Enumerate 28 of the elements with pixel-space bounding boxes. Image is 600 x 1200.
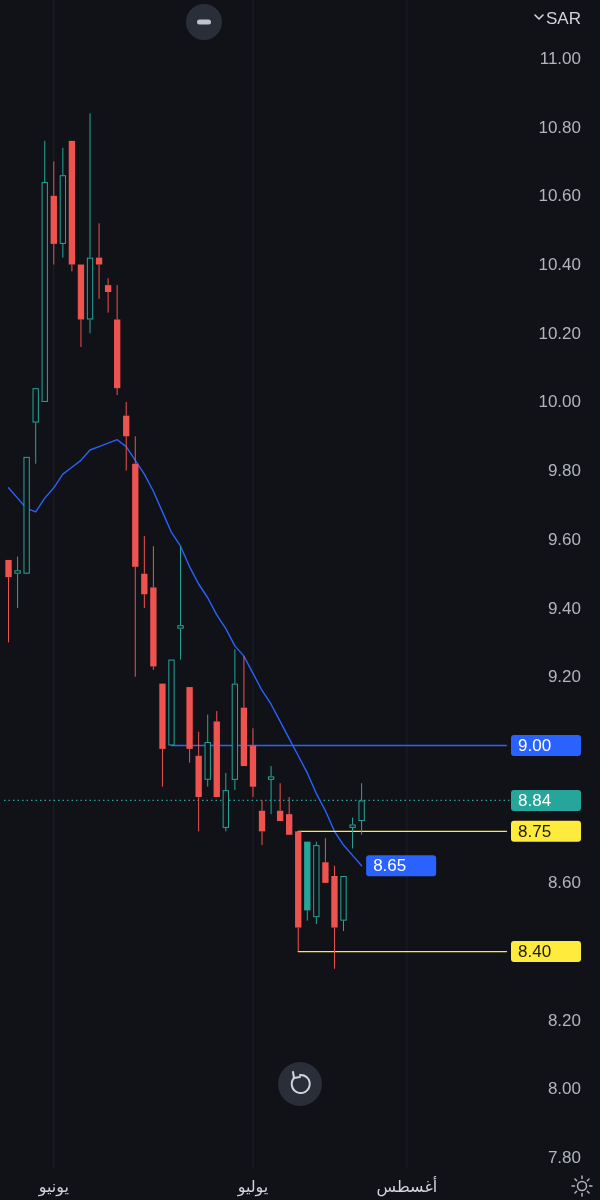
- y-tick-label: 10.40: [538, 255, 581, 274]
- price-label: 8.40: [511, 941, 581, 963]
- y-tick-label: 10.20: [538, 323, 581, 343]
- price-label: 9.00: [511, 734, 581, 756]
- y-tick-label: 9.20: [547, 667, 581, 687]
- ref-line-label: 8.84: [518, 790, 552, 810]
- y-tick-label: 8.00: [547, 1079, 581, 1099]
- y-tick-label: 7.80: [547, 1148, 581, 1168]
- price-label: 8.75: [511, 820, 581, 842]
- y-tick-label: 8.60: [547, 873, 581, 893]
- y-tick-label: 11.00: [539, 48, 581, 68]
- y-tick-label: 9.80: [547, 461, 581, 481]
- y-tick-label: 10.00: [538, 392, 581, 412]
- data-label: 9.00: [518, 735, 552, 755]
- x-tick-label: يوليو: [237, 1177, 269, 1195]
- y-tick-label: 10.60: [538, 186, 581, 206]
- data-label: 8.65: [373, 856, 407, 876]
- price-label: 8.65: [366, 855, 437, 877]
- x-tick-label: يونيو: [38, 1177, 69, 1195]
- y-tick-label: 9.40: [547, 598, 581, 618]
- y-axis-title: SAR: [546, 8, 581, 28]
- x-tick-label: أغسطس: [376, 1177, 438, 1195]
- price-label: 8.84: [511, 789, 581, 811]
- y-tick-label: 9.60: [547, 529, 581, 549]
- data-label: 8.40: [518, 942, 552, 962]
- y-tick-label: 10.80: [538, 117, 581, 137]
- y-tick-label: 8.20: [547, 1010, 581, 1030]
- data-label: 8.75: [518, 821, 552, 841]
